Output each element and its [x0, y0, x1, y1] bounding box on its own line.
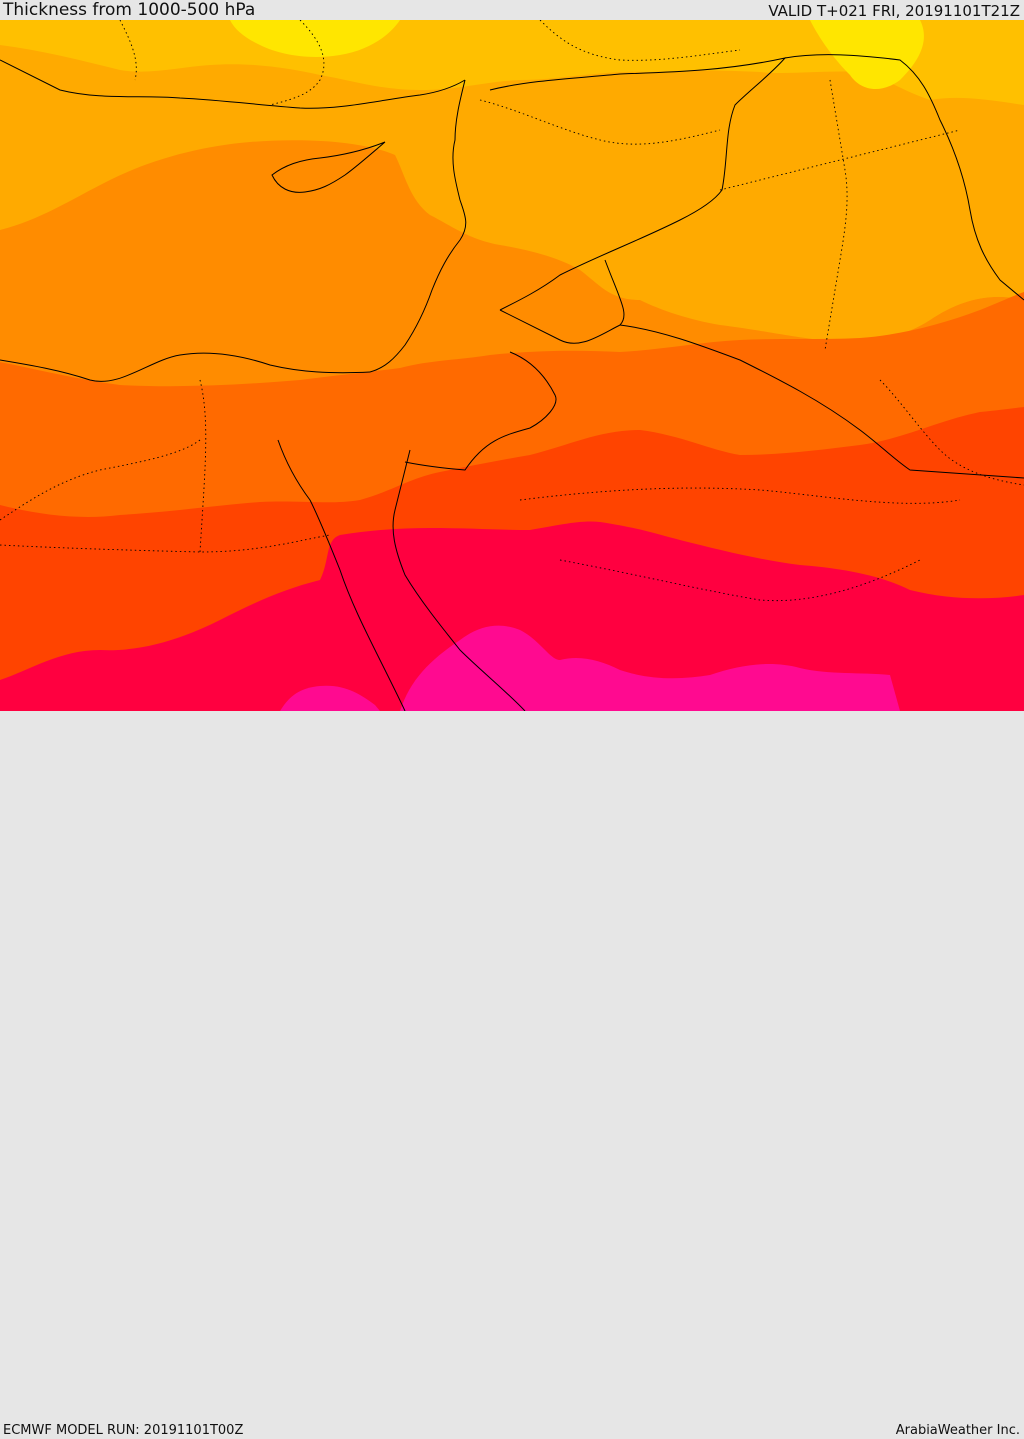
footer-bar: ECMWF MODEL RUN: 20191101T00Z ArabiaWeat… — [0, 711, 1024, 1438]
band-ffaa00-east — [700, 200, 1024, 345]
header-bar: Thickness from 1000-500 hPa VALID T+021 … — [0, 0, 1024, 20]
turkey-coast — [0, 59, 466, 109]
band-ffe600-ne — [810, 20, 924, 90]
credit-label: ArabiaWeather Inc. — [895, 1423, 1020, 1438]
egypt-coast — [0, 352, 371, 382]
band-ff0a90 — [280, 685, 380, 711]
admin-border-11 — [879, 379, 1024, 486]
admin-border-9 — [539, 20, 741, 61]
band-ff0040 — [0, 521, 1024, 711]
syria-iraq-border — [489, 57, 787, 311]
admin-border-3 — [519, 487, 961, 504]
levant-coast — [369, 79, 467, 373]
red-sea-east-coast — [392, 449, 526, 711]
red-sea-west-coast — [277, 439, 406, 711]
cyprus-outline — [271, 141, 386, 193]
admin-border-2 — [199, 379, 207, 553]
thickness-map — [0, 20, 1024, 711]
admin-border-7 — [479, 99, 721, 145]
admin-border-8 — [269, 20, 325, 106]
jordan-south-border — [404, 351, 557, 471]
admin-border-10 — [119, 20, 137, 81]
map-title: Thickness from 1000-500 hPa — [3, 0, 256, 20]
admin-border-12 — [0, 439, 201, 521]
jordan-saudi-border — [499, 259, 625, 344]
valid-time-label: VALID T+021 FRI, 20191101T21Z — [768, 2, 1020, 20]
iraq-saudi-border — [619, 324, 1024, 479]
band-ff0a90-south — [400, 625, 900, 711]
admin-border-1 — [0, 534, 331, 553]
admin-border-4 — [559, 559, 921, 602]
admin-border-6 — [824, 79, 848, 351]
model-run-label: ECMWF MODEL RUN: 20191101T00Z — [3, 1423, 244, 1438]
iran-border — [784, 54, 1024, 301]
